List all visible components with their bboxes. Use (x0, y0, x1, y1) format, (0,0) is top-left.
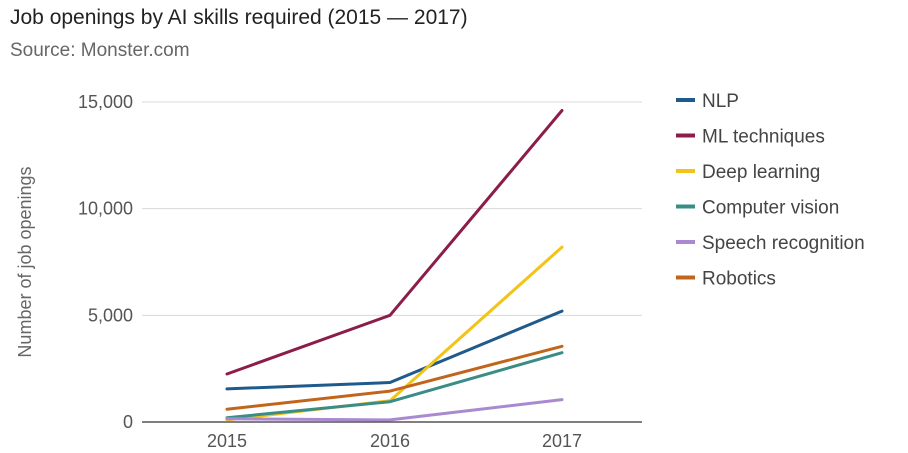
series-line-ml-techniques (225, 109, 564, 376)
y-tick-label: 0 (123, 412, 133, 432)
x-axis-ticks: 2015 2016 2017 (207, 431, 582, 451)
x-tick-label: 2017 (542, 431, 582, 451)
chart-subtitle: Source: Monster.com (10, 40, 190, 61)
legend: NLP ML techniques Deep learning Computer vi… (676, 91, 865, 290)
chart-title: Job openings by AI skills required (2015… (10, 6, 468, 29)
series-line-robotics (225, 344, 564, 411)
series-line-nlp (225, 309, 564, 391)
series-line-computer-vision (225, 351, 564, 420)
series-lines (225, 109, 564, 422)
legend-label-speech-recognition: Speech recognition (702, 233, 865, 254)
gridlines (142, 101, 642, 423)
y-axis-ticks: 0 5,000 10,000 15,000 (78, 92, 133, 432)
x-tick-label: 2016 (370, 431, 410, 451)
legend-label-computer-vision: Computer vision (702, 198, 839, 219)
series-line-speech-recognition (225, 398, 564, 422)
y-tick-label: 10,000 (78, 199, 133, 219)
y-tick-label: 5,000 (88, 305, 133, 325)
legend-label-ml-techniques: ML techniques (702, 127, 825, 148)
legend-label-deep-learning: Deep learning (702, 162, 820, 183)
x-tick-label: 2015 (207, 431, 247, 451)
legend-label-nlp: NLP (702, 91, 739, 112)
y-axis-title: Number of job openings (15, 166, 35, 357)
legend-label-robotics: Robotics (702, 269, 776, 290)
y-tick-label: 15,000 (78, 92, 133, 112)
